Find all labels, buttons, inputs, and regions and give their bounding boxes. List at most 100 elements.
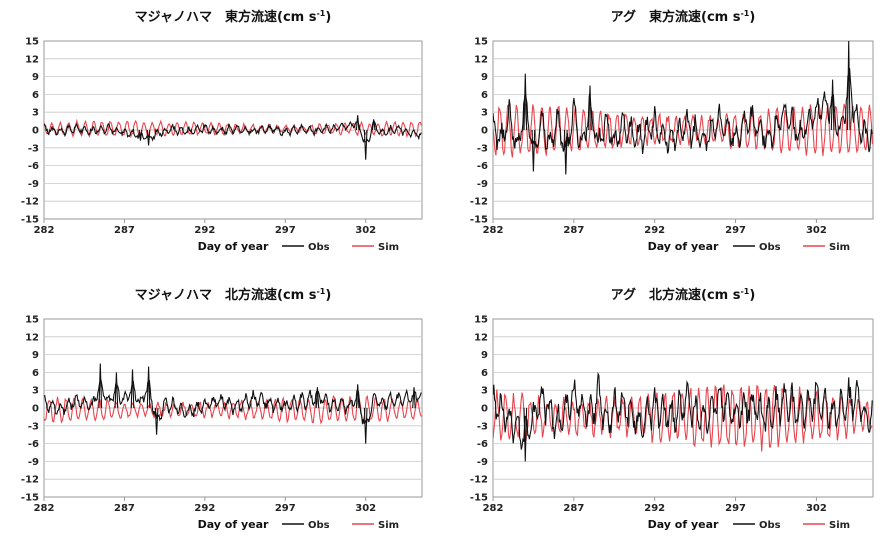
y-tick-label: 3 [481,386,488,397]
y-tick-label: -6 [477,439,488,450]
y-tick-label: 6 [32,368,39,379]
legend-label-sim: Sim [829,520,850,531]
chart-title: アグ 東方流速(cm s-1) [611,9,756,25]
legend-label-obs: Obs [308,520,330,531]
y-tick-label: -15 [470,493,488,504]
y-tick-label: 15 [474,37,488,48]
legend-label-sim: Sim [829,242,850,253]
y-tick-label: -6 [28,161,39,172]
chart-title-text: マジャノハマ 東方流速 [135,9,277,25]
chart-unit-close: ) [749,288,755,303]
chart-title: マジャノハマ 北方流速(cm s-1) [135,287,332,303]
y-tick-label: -3 [477,421,488,432]
y-tick-label: -12 [21,475,39,486]
y-tick-label: 12 [25,54,39,65]
y-tick-label: 15 [25,315,39,326]
chart-unit: (cm s [277,10,317,25]
series-sim-line [493,384,873,452]
y-tick-label: 0 [481,126,488,137]
chart-unit-superscript: -1 [740,287,749,296]
x-tick-label: 292 [644,503,665,514]
legend-label-sim: Sim [378,242,399,253]
y-tick-label: 9 [32,72,39,83]
chart-unit-close: ) [325,288,331,303]
y-tick-label: 6 [481,368,488,379]
chart-title-text: マジャノハマ 北方流速 [135,287,277,303]
x-tick-label: 302 [355,225,376,236]
y-tick-label: 0 [481,404,488,415]
y-tick-label: 0 [32,404,39,415]
series-obs-line [493,371,873,462]
chart-unit-superscript: -1 [316,287,325,296]
legend-label-obs: Obs [759,242,781,253]
y-tick-label: -15 [21,493,39,504]
y-tick-label: -3 [28,143,39,154]
x-tick-label: 287 [114,503,135,514]
x-axis-label: Day of year [648,518,719,531]
y-tick-label: 6 [481,90,488,101]
y-tick-label: -12 [21,197,39,208]
chart-title-text: アグ 東方流速 [611,9,701,25]
y-tick-label: 0 [32,126,39,137]
y-tick-label: -3 [477,143,488,154]
y-tick-label: -3 [28,421,39,432]
x-tick-label: 297 [725,503,746,514]
x-tick-label: 302 [806,225,827,236]
x-tick-label: 297 [275,225,296,236]
y-tick-label: -9 [477,179,488,190]
chart-unit: (cm s [701,10,741,25]
chart-unit-close: ) [749,10,755,25]
x-tick-label: 282 [34,225,55,236]
y-tick-label: 9 [481,350,488,361]
legend-label-obs: Obs [759,520,781,531]
x-tick-label: 302 [355,503,376,514]
x-tick-label: 297 [725,225,746,236]
y-tick-label: -12 [470,475,488,486]
x-tick-label: 287 [563,503,584,514]
series-sim-line [493,102,873,158]
chart-title-text: アグ 北方流速 [611,287,701,303]
y-tick-label: 12 [474,332,488,343]
y-tick-label: 12 [474,54,488,65]
x-tick-label: 292 [644,225,665,236]
x-tick-label: 287 [563,225,584,236]
y-tick-label: 15 [25,37,39,48]
x-tick-label: 282 [483,225,504,236]
x-axis-label: Day of year [198,240,269,253]
chart-title: アグ 北方流速(cm s-1) [611,287,756,303]
y-tick-label: -12 [470,197,488,208]
chart-title: マジャノハマ 東方流速(cm s-1) [135,9,332,25]
chart-unit: (cm s [277,288,317,303]
x-tick-label: 282 [483,503,504,514]
y-tick-label: -15 [21,215,39,226]
y-tick-label: 6 [32,90,39,101]
y-tick-label: 15 [474,315,488,326]
chart-unit-superscript: -1 [740,9,749,18]
legend-label-sim: Sim [378,520,399,531]
x-axis-label: Day of year [198,518,269,531]
x-tick-label: 297 [275,503,296,514]
y-tick-label: 9 [481,72,488,83]
y-tick-label: -9 [28,457,39,468]
y-tick-label: 12 [25,332,39,343]
y-tick-label: -9 [477,457,488,468]
x-tick-label: 302 [806,503,827,514]
y-tick-label: -6 [477,161,488,172]
x-tick-label: 292 [194,503,215,514]
x-tick-label: 282 [34,503,55,514]
series-obs-line [44,115,422,160]
x-tick-label: 287 [114,225,135,236]
chart-unit-superscript: -1 [316,9,325,18]
y-tick-label: 9 [32,350,39,361]
y-tick-label: -9 [28,179,39,190]
y-tick-label: 3 [32,108,39,119]
series-obs-line [44,363,422,444]
y-tick-label: -15 [470,215,488,226]
x-tick-label: 292 [194,225,215,236]
chart-unit: (cm s [701,288,741,303]
